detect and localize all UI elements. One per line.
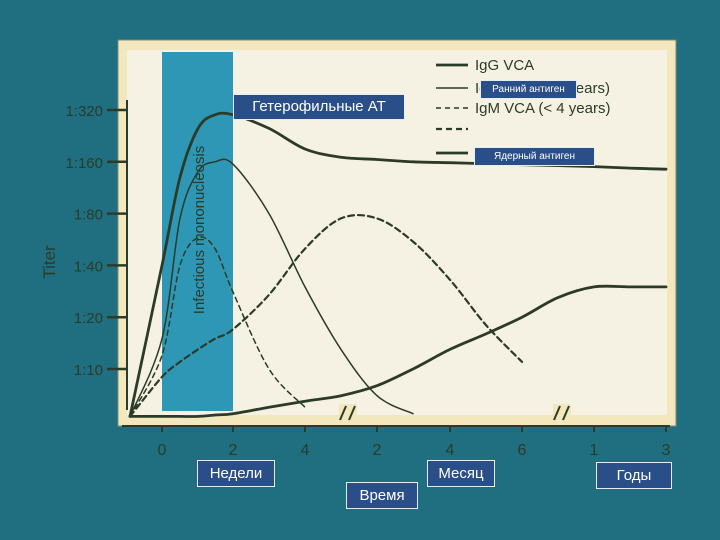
y-tick-label: 1:160 — [65, 155, 103, 172]
y-tick-label: 1:40 — [74, 258, 103, 275]
years-label: Годы — [596, 462, 672, 489]
x-tick-label: 0 — [158, 442, 167, 459]
y-tick-label: 1:320 — [65, 103, 103, 120]
x-tick-label: 2 — [373, 442, 382, 459]
legend-label: IgG VCA — [475, 57, 534, 74]
nuclear-antigen-label: Ядерный антиген — [474, 147, 595, 166]
x-tick-label: 6 — [518, 442, 527, 459]
axis-break-mark — [348, 405, 356, 421]
weeks-label: Недели — [197, 460, 275, 487]
x-tick-label: 1 — [590, 442, 599, 459]
axis-break-mark — [339, 405, 347, 421]
x-tick-label: 2 — [229, 442, 238, 459]
y-axis-title: Titer — [40, 245, 59, 279]
y-tick-label: 1:10 — [74, 362, 103, 379]
series-line-3 — [129, 236, 306, 418]
heterophile-antibody-label: Гетерофильные АТ — [233, 94, 405, 120]
axis-break-gap — [553, 404, 571, 420]
band-label: Infectious mononucleosis — [191, 146, 208, 314]
x-tick-label: 3 — [662, 442, 671, 459]
legend-label: IgM VCA (< 4 years) — [475, 100, 610, 117]
early-antigen-label: Ранний антиген — [480, 80, 577, 99]
time-label: Время — [346, 482, 418, 509]
curves — [128, 111, 668, 418]
x-tick-label: 4 — [301, 442, 310, 459]
axis-break-mark — [553, 405, 561, 421]
y-tick-label: 1:20 — [74, 310, 103, 327]
x-tick-label: 4 — [446, 442, 455, 459]
y-tick-label: 1:80 — [74, 207, 103, 224]
axis-break-gap — [339, 404, 357, 420]
series-line-4 — [128, 214, 524, 418]
series-line-5 — [128, 284, 668, 418]
axes: 1:10 1:20 1:40 1:80 1:160 1:320 Titer 0 2 4 2 4 6 1 3 — [40, 100, 671, 459]
month-label: Месяц — [427, 460, 495, 487]
series-line-2 — [129, 158, 414, 418]
axis-break-mark — [562, 405, 570, 421]
